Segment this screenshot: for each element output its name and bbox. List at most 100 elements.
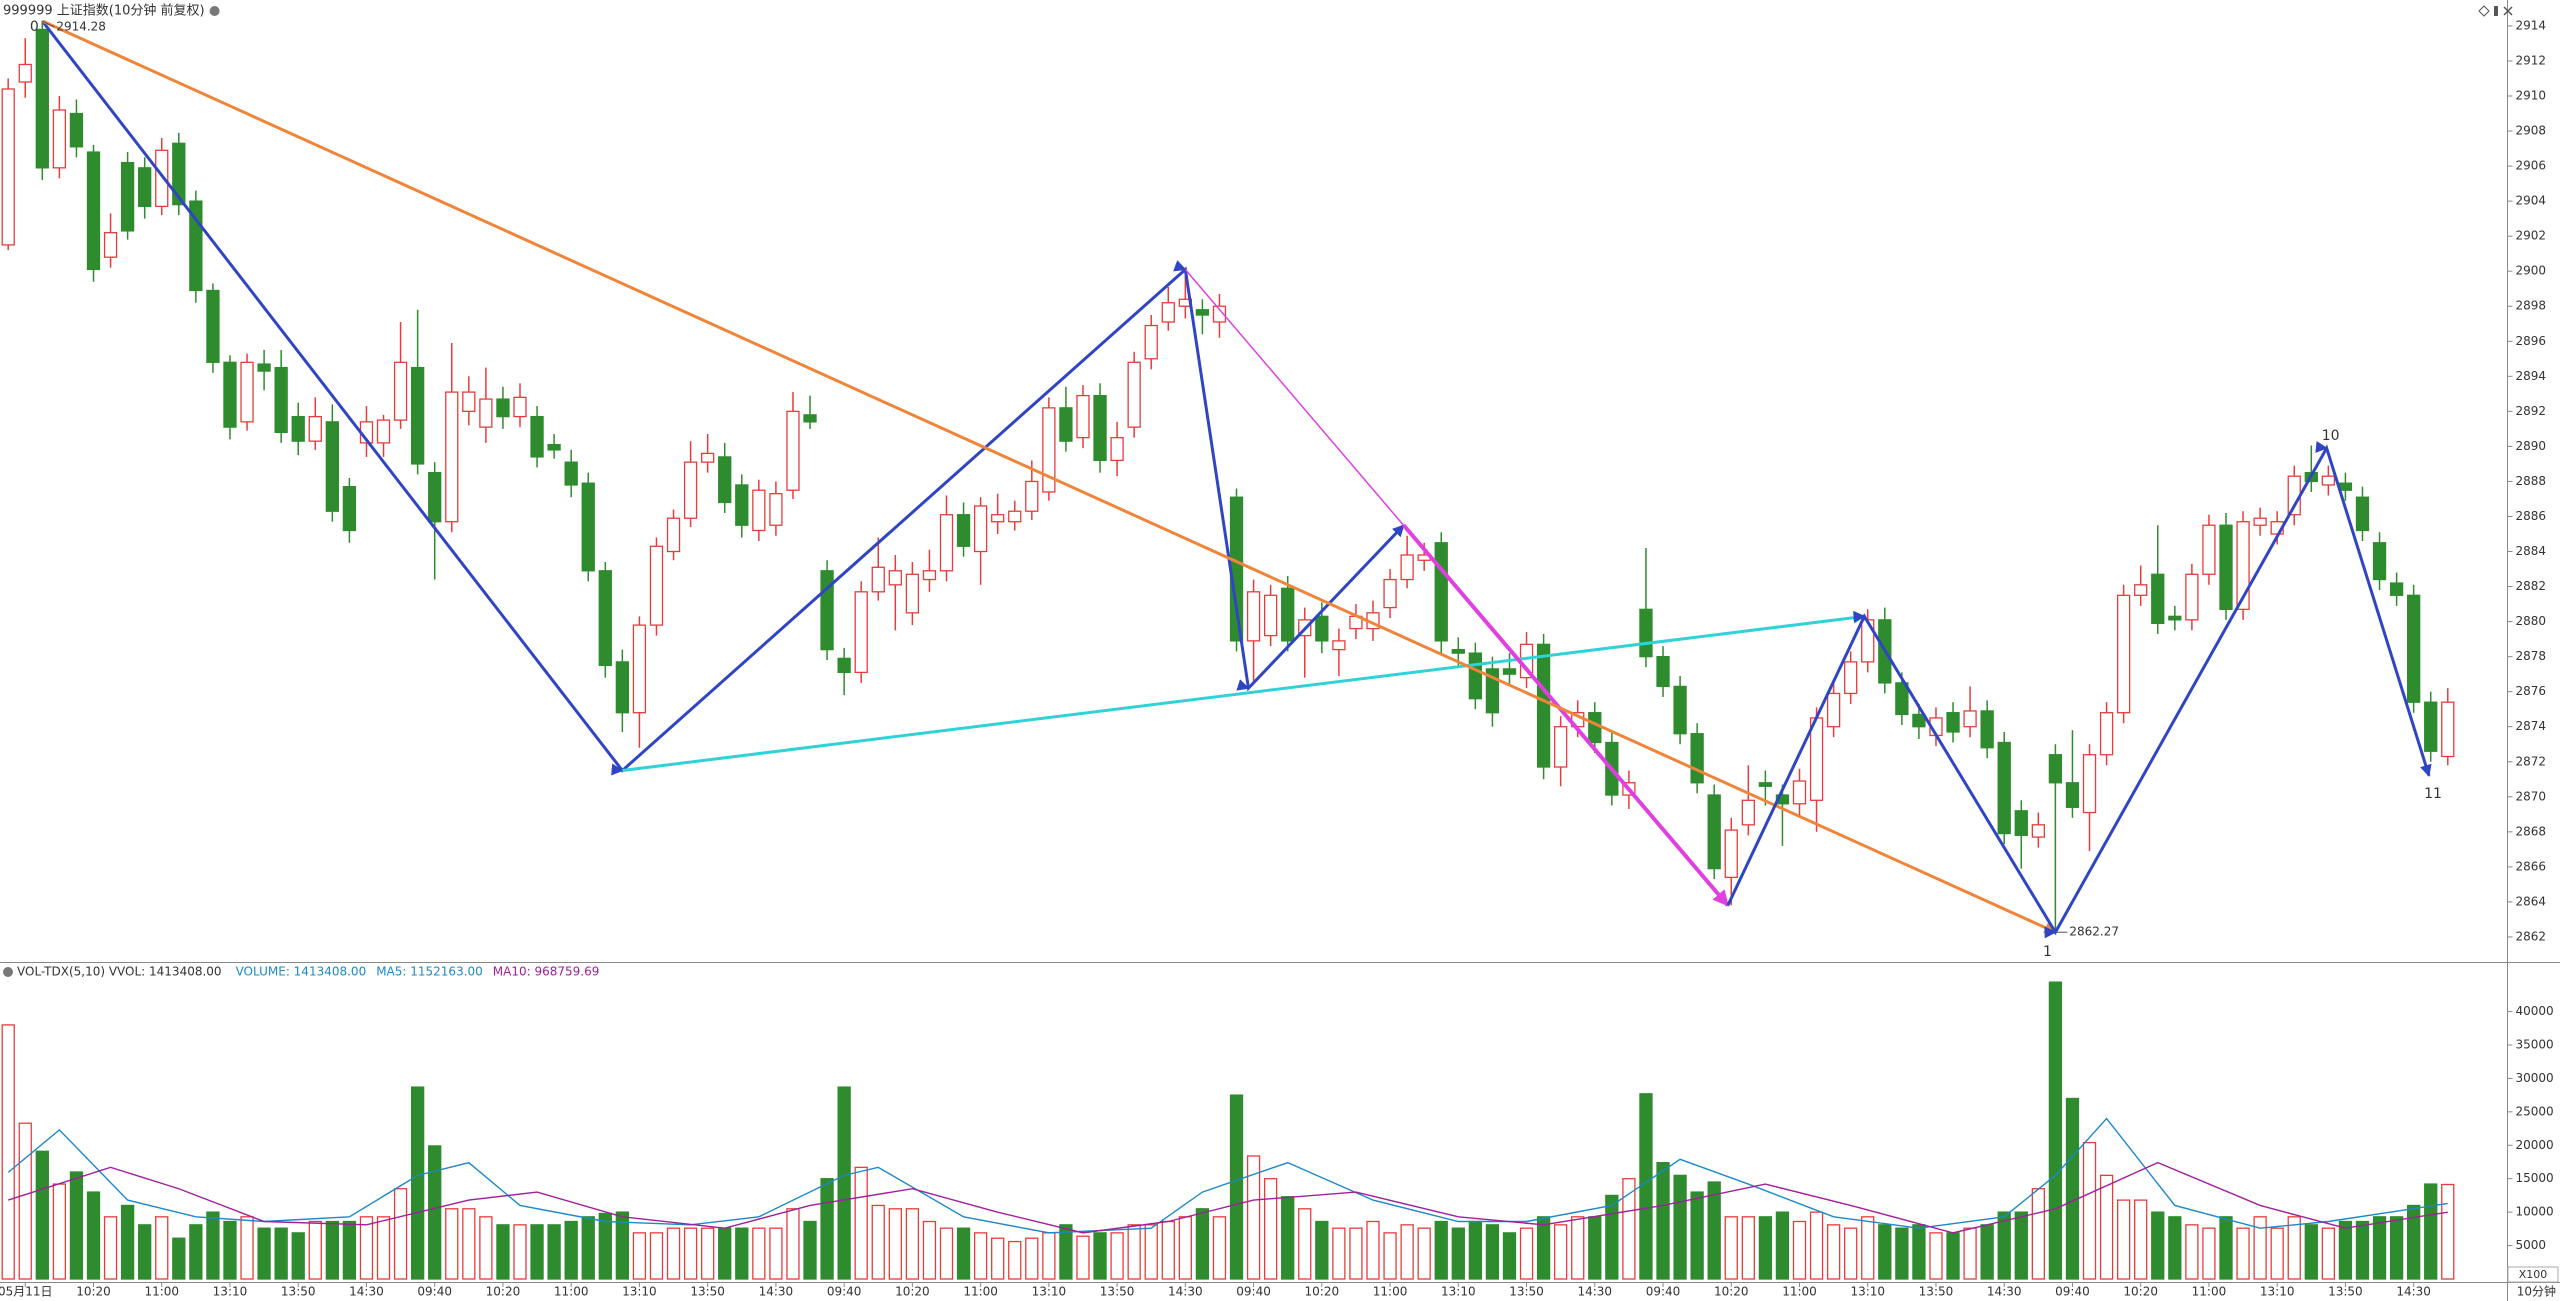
x-tick-label: 11:00: [1782, 1285, 1817, 1299]
volume-bar: [1588, 1216, 1602, 1280]
volume-bar: [769, 1227, 783, 1280]
volume-bar: [2099, 1174, 2114, 1280]
x-tick-label: 11:00: [554, 1285, 589, 1299]
x-tick-label: 10:20: [1305, 1285, 1340, 1299]
candle-body: [1093, 394, 1107, 462]
volume-bar: [1059, 1224, 1073, 1280]
diamond-icon[interactable]: [2478, 5, 2490, 17]
volume-bar: [1315, 1220, 1329, 1280]
y-tick-label: 2882: [2516, 579, 2547, 593]
candle-body: [973, 505, 988, 553]
x-tick-label: 11:00: [963, 1285, 998, 1299]
candle-body: [1758, 782, 1773, 787]
candle-body: [1434, 542, 1448, 642]
candle-body: [2424, 701, 2438, 752]
volume-bar: [1673, 1174, 1687, 1280]
candle-body: [1008, 510, 1022, 523]
candle-body: [1690, 733, 1704, 784]
candle-body: [1997, 741, 2011, 835]
volume-bar: [786, 1208, 800, 1280]
volume-bar: [1485, 1224, 1500, 1280]
y-tick-label: 2896: [2516, 334, 2547, 348]
volume-bar: [1025, 1237, 1039, 1280]
x-tick-label: 10:20: [2123, 1285, 2158, 1299]
volume-bar: [1536, 1216, 1551, 1280]
candle-body: [905, 573, 920, 614]
volume-bar: [513, 1224, 527, 1280]
volume-bar: [342, 1220, 357, 1280]
volume-bar: [1434, 1220, 1448, 1280]
candle-body: [1844, 661, 1858, 695]
menu-icon[interactable]: [209, 6, 220, 16]
volume-bar: [683, 1227, 698, 1280]
legend-entry: MA5: 1152163.00: [376, 965, 483, 979]
volume-bar: [1366, 1220, 1380, 1280]
volume-bar: [2219, 1216, 2233, 1280]
volume-bar: [1076, 1235, 1090, 1280]
candle-body: [1195, 309, 1210, 316]
volume-bar: [2338, 1220, 2353, 1280]
volume-bar: [120, 1204, 135, 1280]
volume-bar: [2065, 1097, 2080, 1280]
candle-body: [1792, 780, 1807, 805]
candle-body: [1809, 717, 1824, 801]
volume-bar: [888, 1208, 902, 1280]
period-label: 10分钟: [2517, 1284, 2556, 1299]
y-tick-label: 25000: [2516, 1104, 2554, 1118]
volume-bar: [1229, 1094, 1244, 1280]
candle-body: [2441, 701, 2455, 758]
volume-bar: [547, 1224, 561, 1280]
volume-bar: [1451, 1227, 1465, 1280]
candle-body: [1707, 794, 1721, 870]
candle-body: [1281, 587, 1295, 642]
x-tick-label: 14:30: [759, 1285, 794, 1299]
chart-title: 999999 上证指数(10分钟 前复权): [3, 3, 205, 19]
volume-bar: [1502, 1232, 1517, 1280]
volume-bar: [1127, 1224, 1141, 1280]
volume-bar: [291, 1232, 305, 1280]
volume-bar: [359, 1216, 374, 1280]
x-tick-label: 13:10: [1850, 1285, 1885, 1299]
trend-line: [1402, 523, 1730, 907]
menu-icon[interactable]: [3, 967, 13, 977]
candle-body: [2168, 615, 2182, 621]
candle-body: [342, 486, 357, 532]
candle-body: [1383, 578, 1397, 609]
x-tick-label: 05月11日: [0, 1285, 53, 1299]
candle-body: [2321, 475, 2336, 486]
extreme-label: 1: [2043, 944, 2052, 960]
x-tick-label: 11:00: [144, 1285, 179, 1299]
candle-body: [649, 545, 664, 626]
candle-body: [922, 570, 937, 581]
x-tick-label: 10:20: [895, 1285, 930, 1299]
candle-body: [496, 398, 510, 418]
volume-bar: [2031, 1188, 2045, 1280]
y-tick-label: 2878: [2516, 649, 2547, 663]
x-tick-label: 13:10: [1441, 1285, 1476, 1299]
volume-bar: [274, 1227, 288, 1280]
y-tick-label: 2872: [2516, 754, 2547, 768]
volume-bar: [1775, 1211, 1790, 1280]
candle-body: [1110, 436, 1124, 462]
volume-bar: [632, 1232, 647, 1280]
candle-body: [991, 514, 1005, 523]
y-tick-label: 2876: [2516, 684, 2547, 698]
candle-body: [308, 415, 322, 442]
volume-bar: [1605, 1194, 1619, 1280]
candle-body: [2253, 517, 2267, 526]
volume-bar: [2270, 1227, 2284, 1280]
candle-body: [1554, 726, 1568, 768]
candle-body: [1229, 496, 1244, 642]
panel-icon[interactable]: [2494, 6, 2498, 16]
candle-body: [479, 398, 493, 428]
volume-bar: [1946, 1232, 1960, 1280]
candle-body: [103, 232, 118, 258]
volume-bar: [598, 1212, 612, 1280]
volume-bar: [1724, 1216, 1738, 1280]
close-icon[interactable]: [2503, 6, 2513, 16]
y-tick-label: 20000: [2516, 1138, 2554, 1152]
x-tick-label: 11:00: [2192, 1285, 2227, 1299]
trend-line: [622, 611, 1866, 772]
